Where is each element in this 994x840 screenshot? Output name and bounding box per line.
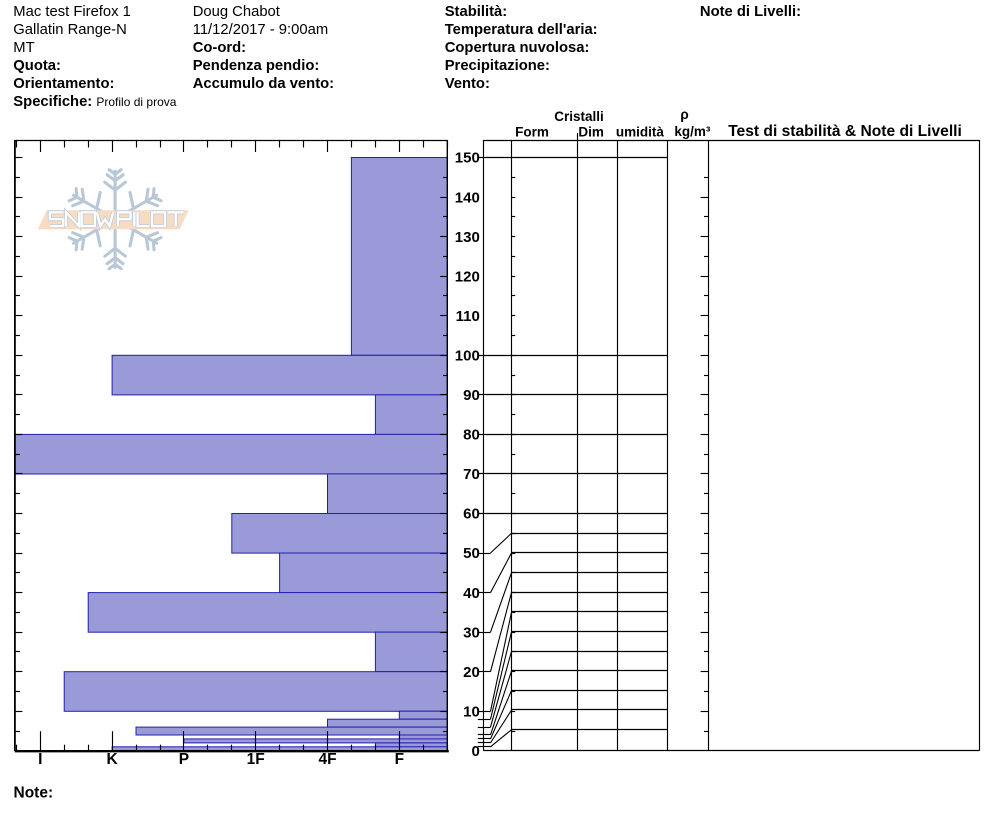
svg-text:50: 50 <box>463 545 480 562</box>
svg-text:Cristalli: Cristalli <box>554 109 604 124</box>
svg-text:umidità: umidità <box>616 124 664 139</box>
svg-text:K: K <box>106 751 118 768</box>
svg-text:40: 40 <box>463 585 480 602</box>
svg-text:kg/m³: kg/m³ <box>674 124 711 139</box>
svg-text:P: P <box>179 751 189 768</box>
svg-text:Note:: Note: <box>14 785 54 802</box>
svg-text:Test di stabilità & Note di Li: Test di stabilità & Note di Livelli <box>728 123 962 140</box>
svg-text:90: 90 <box>463 387 480 404</box>
svg-text:1F: 1F <box>247 751 265 768</box>
svg-text:60: 60 <box>463 506 480 523</box>
svg-text:F: F <box>395 751 404 768</box>
svg-text:20: 20 <box>463 664 480 681</box>
svg-text:30: 30 <box>463 624 480 641</box>
svg-text:ρ: ρ <box>680 107 688 122</box>
svg-text:80: 80 <box>463 427 480 444</box>
svg-text:Dim: Dim <box>578 124 604 139</box>
svg-text:4F: 4F <box>318 751 336 768</box>
svg-text:110: 110 <box>456 308 480 325</box>
svg-text:130: 130 <box>455 229 480 246</box>
svg-text:140: 140 <box>455 189 480 206</box>
svg-text:10: 10 <box>463 703 480 720</box>
svg-text:120: 120 <box>455 268 480 285</box>
svg-text:150: 150 <box>455 150 480 167</box>
svg-text:100: 100 <box>455 348 480 365</box>
svg-text:70: 70 <box>463 466 480 483</box>
svg-text:Form: Form <box>515 124 549 139</box>
svg-text:I: I <box>38 751 42 768</box>
svg-text:0: 0 <box>471 743 479 760</box>
